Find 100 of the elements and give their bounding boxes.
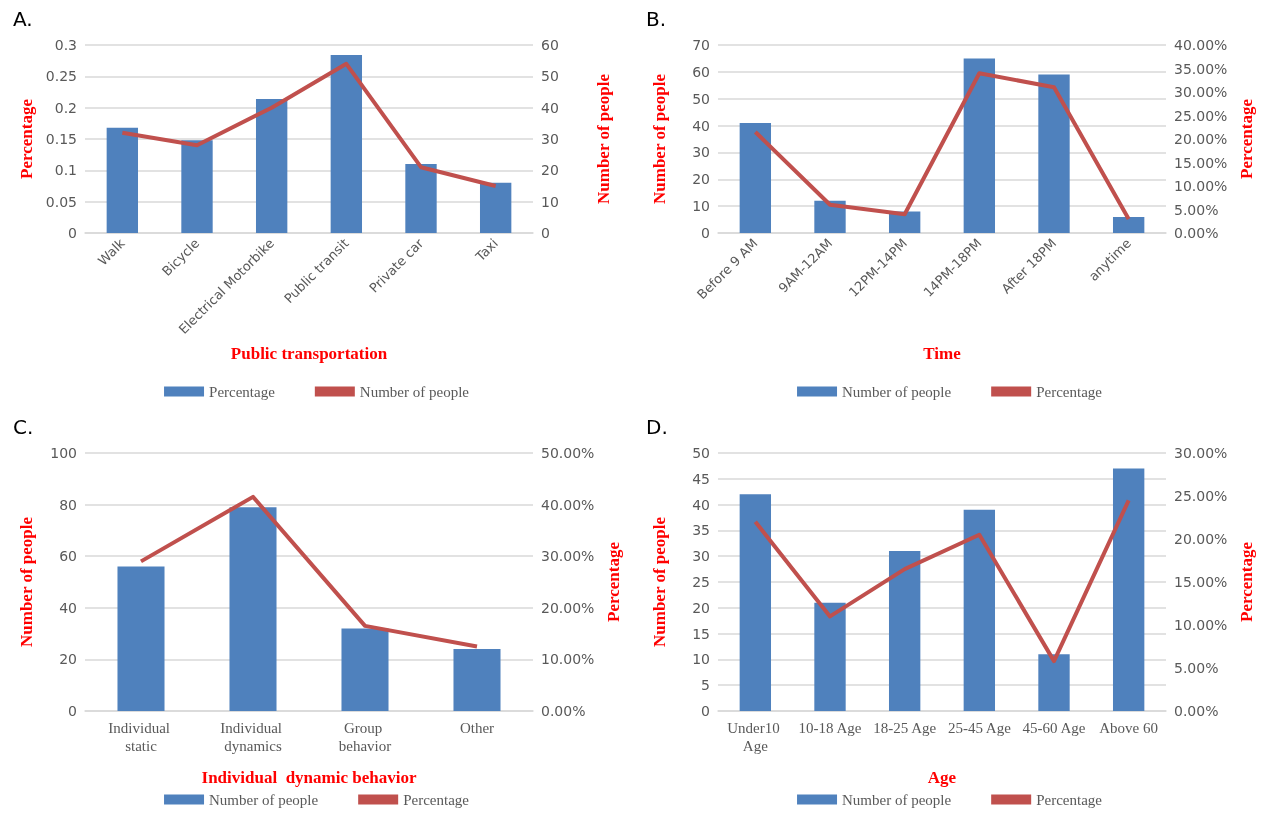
y-axis-title: Number of people — [17, 516, 36, 648]
line-series — [753, 498, 1131, 664]
x-tick-label: Above 60 — [1099, 720, 1159, 736]
legend-label: Percentage — [1036, 383, 1103, 400]
bar — [1112, 468, 1145, 711]
y-tick-label: 50 — [692, 445, 710, 461]
y-tick-label: 35 — [692, 522, 710, 539]
y2-axis-title: Number of people — [594, 73, 613, 205]
y-tick-label: 20 — [692, 599, 710, 616]
bar — [814, 200, 846, 233]
y-tick-label: 20 — [59, 651, 77, 668]
y2-tick-label: 10.00% — [1174, 178, 1228, 194]
legend-label: Percentage — [1036, 791, 1103, 808]
y2-tick-label: 40 — [541, 99, 559, 116]
x-tick-label: Individual dynamics — [220, 720, 286, 754]
y2-tick-label: 0.00% — [541, 703, 586, 719]
y2-tick-label: 10 — [541, 193, 559, 210]
y2-tick-label: 40.00% — [541, 496, 595, 513]
x-axis-title: Age — [927, 768, 957, 787]
bar — [479, 182, 512, 233]
y-tick-label: 0.15 — [45, 131, 77, 147]
y2-tick-label: 25.00% — [1174, 488, 1228, 504]
y-tick-label: 30 — [692, 548, 710, 565]
y-tick-label: 0.1 — [54, 162, 77, 179]
x-tick-label: 45-60 Age — [1022, 720, 1086, 736]
y2-tick-label: 60 — [541, 37, 559, 53]
x-axis-title: Time — [923, 344, 962, 363]
chart-title: D. — [646, 415, 668, 439]
y-tick-label: 100 — [50, 445, 77, 461]
y2-tick-label: 50 — [541, 68, 559, 85]
y2-tick-label: 0 — [541, 225, 550, 241]
y-axis-title: Number of people — [650, 516, 669, 648]
y-tick-label: 0.25 — [45, 68, 77, 85]
y-axis-title: Number of people — [650, 73, 669, 205]
y2-tick-label: 20 — [541, 162, 559, 179]
y2-tick-label: 40.00% — [1174, 37, 1228, 53]
y2-tick-label: 0.00% — [1174, 225, 1219, 241]
bar — [330, 55, 363, 233]
bar — [255, 98, 288, 233]
y-tick-label: 60 — [59, 548, 77, 565]
bar — [453, 649, 501, 711]
bar — [963, 58, 996, 233]
y-tick-label: 80 — [59, 496, 77, 513]
y2-axis-title: Percentage — [1237, 541, 1257, 622]
y-tick-label: 20 — [692, 171, 710, 188]
bar — [106, 127, 139, 233]
y-tick-label: 70 — [692, 37, 710, 53]
y2-tick-label: 35.00% — [1174, 60, 1228, 77]
bar — [341, 628, 389, 711]
y-tick-label: 15 — [692, 625, 710, 642]
y-tick-label: 0 — [68, 703, 77, 719]
y-tick-label: 40 — [59, 599, 77, 616]
y-tick-label: 0 — [68, 225, 77, 241]
x-tick-label: 18-25 Age — [873, 720, 937, 736]
y2-tick-label: 0.00% — [1174, 703, 1219, 719]
x-tick-label: Under10 Age — [727, 720, 784, 754]
legend-label: Percentage — [209, 383, 276, 400]
bar — [405, 164, 437, 233]
y-tick-label: 0.2 — [54, 99, 77, 116]
bar — [739, 494, 772, 711]
line-series — [753, 71, 1131, 221]
bar — [1038, 654, 1070, 711]
y-tick-label: 0 — [701, 703, 710, 719]
x-tick-label: Other — [459, 720, 495, 736]
x-tick-label: 10-18 Age — [798, 720, 862, 736]
line-series — [120, 61, 498, 188]
bar — [888, 551, 921, 711]
y2-axis-title: Percentage — [604, 541, 624, 622]
y2-tick-label: 25.00% — [1174, 107, 1228, 124]
y-tick-label: 10 — [692, 651, 710, 668]
y2-tick-label: 20.00% — [541, 599, 595, 616]
legend-label: Percentage — [403, 791, 470, 808]
y2-tick-label: 15.00% — [1174, 154, 1228, 171]
bar — [814, 602, 846, 711]
y-tick-label: 40 — [692, 496, 710, 513]
x-tick-label: Individual static — [108, 720, 174, 754]
y2-tick-label: 30.00% — [1174, 84, 1228, 100]
y2-tick-label: 15.00% — [1174, 574, 1228, 590]
y2-tick-label: 5.00% — [1174, 201, 1219, 218]
x-tick-label: 25-45 Age — [947, 720, 1012, 736]
y-tick-label: 10 — [692, 198, 710, 215]
legend-label: Number of people — [359, 383, 470, 400]
chart-title: A. — [13, 7, 33, 31]
bar — [229, 507, 277, 711]
legend-label: Number of people — [842, 791, 952, 808]
y-tick-label: 0.3 — [54, 37, 77, 53]
bar — [1038, 74, 1070, 233]
legend-label: Number of people — [209, 791, 319, 808]
y-tick-label: 30 — [692, 144, 710, 161]
x-tick-label: Group behavior — [338, 720, 392, 754]
chart-title: B. — [646, 7, 667, 31]
y2-tick-label: 50.00% — [541, 445, 595, 461]
bar — [1112, 216, 1145, 233]
x-tick-label: Taxi — [471, 235, 501, 265]
y-tick-label: 5 — [701, 677, 710, 694]
x-axis-title: Individual dynamic behavior — [201, 768, 417, 787]
y2-axis-title: Percentage — [1237, 98, 1257, 179]
y2-tick-label: 20.00% — [1174, 531, 1228, 547]
y-tick-label: 45 — [692, 470, 710, 487]
y-tick-label: 0 — [701, 225, 710, 241]
